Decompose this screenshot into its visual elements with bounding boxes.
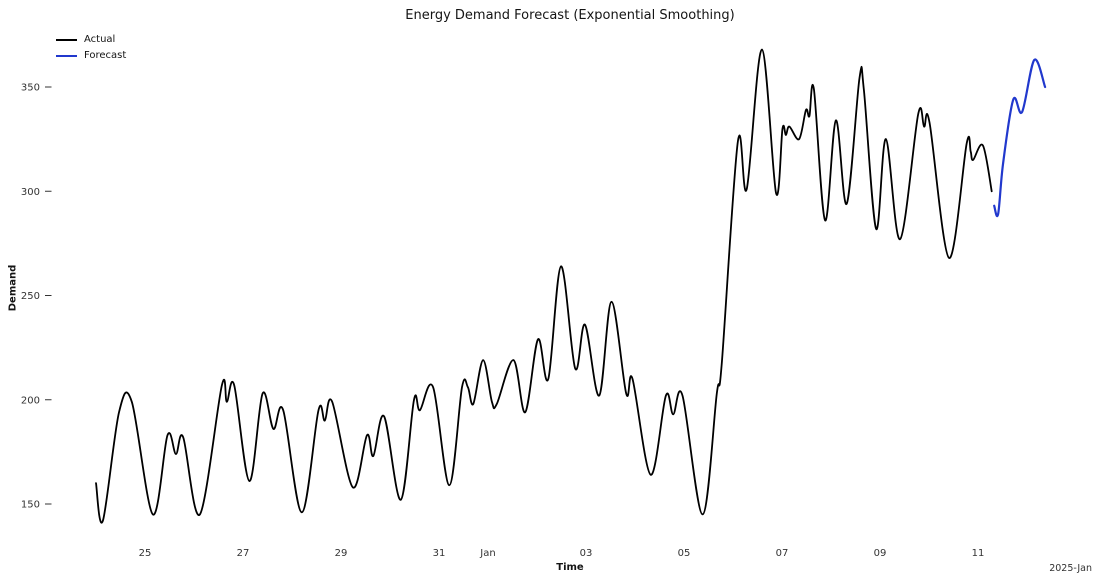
x-axis-label: Time [556, 562, 584, 573]
actual-line [95, 48, 993, 524]
x-tick-label: 03 [580, 548, 593, 559]
actual-line-swatch [56, 39, 77, 41]
y-tick-label: 200 [21, 395, 40, 406]
x-tick-label: 25 [139, 548, 152, 559]
y-axis-ticks: 150 200 250 300 350 [21, 83, 52, 511]
forecast-line-swatch [56, 54, 77, 58]
legend-label-actual: Actual [84, 34, 116, 45]
x-tick-label: 11 [972, 548, 985, 559]
x-tick-label: Jan [479, 548, 495, 559]
y-tick-label: 350 [21, 83, 40, 94]
x-tick-label: 09 [874, 548, 887, 559]
series-lines [95, 48, 1047, 524]
y-tick-label: 150 [21, 500, 40, 511]
legend: Actual Forecast [56, 32, 126, 64]
y-tick-label: 300 [21, 187, 40, 198]
chart-title: Energy Demand Forecast (Exponential Smoo… [405, 8, 735, 23]
x-tick-label: 07 [776, 548, 789, 559]
legend-item-actual: Actual [56, 32, 126, 48]
forecast-line [993, 58, 1047, 218]
x-tick-label: 27 [237, 548, 250, 559]
legend-label-forecast: Forecast [84, 50, 127, 61]
x-tick-label: 31 [433, 548, 446, 559]
x-tick-label: 05 [678, 548, 691, 559]
legend-item-forecast: Forecast [56, 48, 126, 64]
x-axis-ticks: 25 27 29 31 Jan 03 05 07 09 11 [139, 548, 985, 559]
x-axis-offset-label: 2025-Jan [1049, 563, 1092, 574]
y-tick-label: 250 [21, 291, 40, 302]
x-tick-label: 29 [335, 548, 348, 559]
